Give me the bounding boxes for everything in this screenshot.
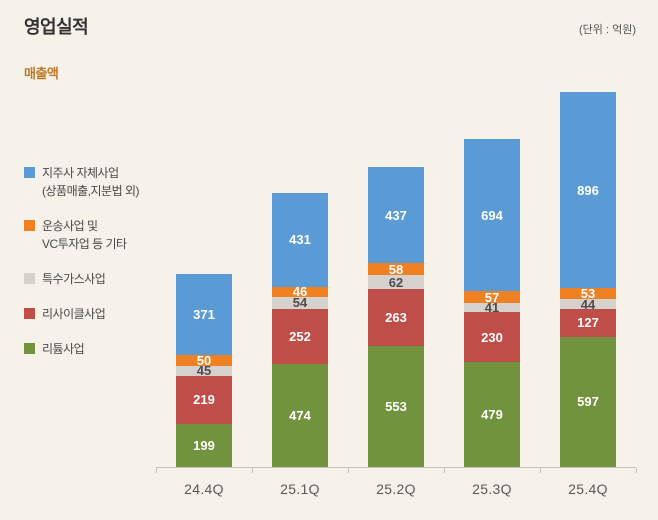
segment-value-label: 46: [292, 284, 308, 300]
legend-label: 특수가스사업: [42, 272, 106, 286]
axis-tick: [444, 468, 445, 473]
bar-segment: 54: [272, 295, 328, 311]
x-axis-labels: 24.4Q 25.1Q 25.2Q 25.3Q 25.4Q: [156, 481, 636, 497]
plot-area: 371 50 45 219 199 431 46 54 252 474 437 58 62 263 553 6…: [156, 86, 636, 468]
bar-segment: 199: [176, 423, 232, 467]
bar-segment: 44: [560, 296, 616, 312]
bar-column: 431 46 54 252 474: [252, 86, 348, 467]
bar-segment: 46: [272, 284, 328, 300]
bar-column: 694 57 41 230 479: [444, 86, 540, 467]
bar-segment: 127: [560, 309, 616, 337]
bar-segment: 53: [560, 286, 616, 302]
legend-item: 지주사 자체사업 (상품매출,지분법 외): [24, 164, 156, 200]
segment-value-label: 50: [196, 353, 212, 369]
bar-segment: 57: [464, 289, 520, 305]
x-axis-category-label: 25.2Q: [376, 481, 416, 497]
legend-label: 리사이클사업: [42, 307, 106, 321]
axis-tick: [252, 468, 253, 473]
axis-tick: [636, 468, 637, 473]
bar-segment: 597: [560, 336, 616, 467]
bar-stack: 431 46 54 252 474: [272, 192, 328, 467]
bar-segment: 252: [272, 308, 328, 364]
bar-stack: 896 53 44 127 597: [560, 92, 616, 467]
bar-stack: 371 50 45 219 199: [176, 274, 232, 467]
bar-segment: 694: [464, 139, 520, 291]
legend-swatch: [24, 343, 35, 354]
axis-tick: [348, 468, 349, 473]
bar-segment: 230: [464, 312, 520, 363]
segment-value-label: 41: [484, 300, 500, 316]
bar-segment: 62: [368, 275, 424, 289]
bar-column: 437 58 62 263 553: [348, 86, 444, 467]
legend-swatch: [24, 273, 35, 284]
bar-segment: 437: [368, 167, 424, 263]
bar-segment: 431: [272, 192, 328, 287]
segment-value-label: 371: [193, 307, 215, 323]
axis-tick: [540, 468, 541, 473]
segment-value-label: 694: [481, 207, 503, 223]
segment-value-label: 553: [385, 399, 407, 415]
x-axis-category-label: 25.4Q: [568, 481, 608, 497]
bar-segment: 50: [176, 353, 232, 369]
segment-value-label: 431: [289, 232, 311, 248]
series-section-label: 매출액: [24, 66, 59, 81]
legend-swatch: [24, 308, 35, 319]
segment-value-label: 57: [484, 289, 500, 305]
bar-segment: 479: [464, 362, 520, 467]
bar-segment: 58: [368, 263, 424, 276]
segment-value-label: 45: [196, 363, 212, 379]
plot-wrap: 371 50 45 219 199 431 46 54 252 474 437 58 62 263 553 6…: [156, 86, 637, 497]
bar-segment: 896: [560, 92, 616, 288]
legend-label: 운송사업 및 VC투자업 등 기타: [42, 219, 127, 251]
segment-value-label: 597: [577, 394, 599, 410]
segment-value-label: 437: [385, 207, 407, 223]
legend-swatch: [24, 220, 35, 231]
segment-value-label: 230: [481, 329, 503, 345]
legend-item: 운송사업 및 VC투자업 등 기타: [24, 217, 156, 253]
segment-value-label: 219: [193, 392, 215, 408]
legend-item: 리사이클사업: [24, 305, 156, 323]
bar-column: 896 53 44 127 597: [540, 86, 636, 467]
page-title: 영업실적: [24, 17, 89, 37]
segment-value-label: 44: [580, 296, 596, 312]
legend-label: 지주사 자체사업 (상품매출,지분법 외): [42, 166, 139, 198]
x-axis-category-label: 25.1Q: [280, 481, 320, 497]
segment-value-label: 896: [577, 182, 599, 198]
bar-stack: 437 58 62 263 553: [368, 167, 424, 467]
segment-value-label: 58: [388, 261, 404, 277]
segment-value-label: 252: [289, 328, 311, 344]
unit-label: (단위 : 억원): [579, 24, 636, 36]
bar-segment: 263: [368, 288, 424, 347]
legend-swatch: [24, 167, 35, 178]
bar-segment: 219: [176, 375, 232, 424]
segment-value-label: 53: [580, 286, 596, 302]
legend-item: 리튬사업: [24, 340, 156, 358]
bar-segment: 371: [176, 274, 232, 356]
bar-segment: 45: [176, 363, 232, 379]
bar-segment: 41: [464, 300, 520, 316]
segment-value-label: 62: [388, 274, 404, 290]
axis-tick: [156, 468, 157, 473]
segment-value-label: 54: [292, 295, 308, 311]
segment-value-label: 127: [577, 315, 599, 331]
legend-label: 리튬사업: [42, 342, 85, 356]
segment-value-label: 479: [481, 407, 503, 423]
bar-column: 371 50 45 219 199: [156, 86, 252, 467]
bar-segment: 553: [368, 346, 424, 467]
x-axis-category-label: 25.3Q: [472, 481, 512, 497]
bar-segment: 474: [272, 363, 328, 467]
segment-value-label: 474: [289, 407, 311, 423]
segment-value-label: 199: [193, 437, 215, 453]
x-axis-category-label: 24.4Q: [184, 481, 224, 497]
chart-header: 영업실적 (단위 : 억원): [24, 13, 636, 39]
segment-value-label: 263: [385, 310, 407, 326]
bar-stack: 694 57 41 230 479: [464, 139, 520, 467]
legend-item: 특수가스사업: [24, 270, 156, 288]
